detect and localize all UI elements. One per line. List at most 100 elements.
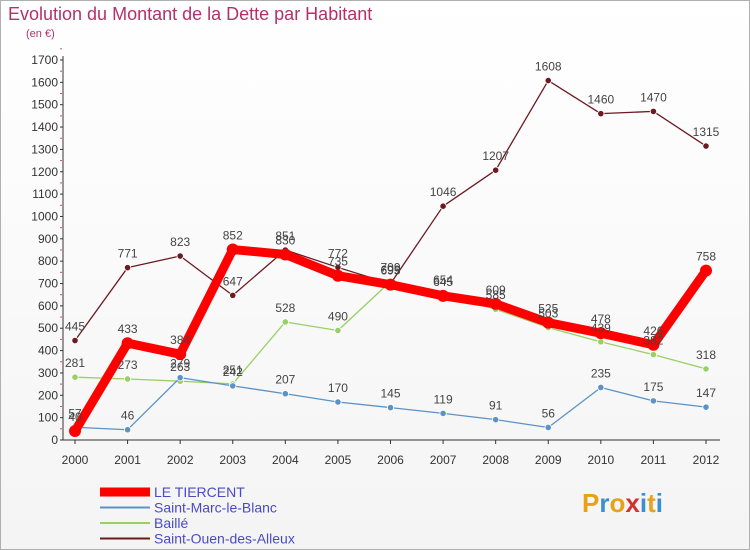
data-point: [123, 375, 132, 383]
y-tick-label: 700: [38, 277, 58, 291]
data-point: [702, 142, 710, 150]
data-point: [649, 351, 658, 359]
data-label: 528: [275, 301, 295, 315]
data-label: 273: [118, 358, 138, 372]
data-point: [123, 264, 132, 272]
logo-letter: t: [647, 488, 656, 518]
data-point: [594, 327, 607, 340]
data-point: [229, 382, 237, 390]
y-tick-label: 400: [38, 344, 58, 358]
data-point: [69, 425, 81, 438]
data-point: [700, 264, 712, 277]
y-tick-label: 500: [38, 321, 58, 335]
data-point: [281, 390, 289, 398]
data-point: [649, 397, 658, 405]
data-point: [281, 318, 289, 326]
legend-label: LE TIERCENT: [154, 484, 245, 500]
data-point: [121, 337, 134, 350]
series-line: [74, 79, 707, 342]
data-label: 699: [380, 263, 400, 277]
data-label: 263: [170, 360, 190, 374]
legend-label: Saint-Marc-le-Blanc: [154, 500, 277, 516]
data-label: 57: [68, 406, 82, 420]
data-label: 235: [591, 366, 611, 380]
data-point: [492, 166, 500, 174]
data-label: 830: [275, 233, 295, 247]
data-point: [334, 326, 342, 335]
data-point: [71, 373, 79, 381]
logo-letter: P: [582, 488, 600, 518]
logo-letter: i: [639, 488, 648, 518]
legend-label: Baillé: [154, 515, 188, 531]
data-label: 119: [434, 392, 453, 406]
data-label: 771: [118, 247, 138, 261]
data-label: 1046: [430, 185, 457, 199]
data-label: 382: [643, 334, 663, 348]
data-point: [229, 291, 237, 299]
data-point: [597, 383, 605, 392]
data-label: 645: [433, 275, 453, 289]
series-line: [74, 376, 707, 431]
data-label: 709: [380, 261, 400, 275]
x-tick-label: 2012: [693, 453, 720, 467]
y-tick-label: 200: [38, 388, 58, 402]
data-label: 478: [591, 312, 611, 326]
proxiti-logo: Proxiti: [582, 488, 663, 519]
data-point: [702, 365, 710, 373]
data-label: 585: [486, 288, 506, 302]
logo-letter: x: [625, 488, 640, 518]
data-point: [492, 416, 500, 424]
data-point: [384, 278, 397, 291]
data-label: 823: [170, 235, 190, 249]
data-point: [542, 316, 555, 329]
y-tick-label: 1700: [31, 53, 58, 67]
data-label: 56: [542, 406, 556, 420]
x-tick-label: 2008: [482, 453, 509, 467]
x-tick-label: 2002: [167, 453, 194, 467]
data-label: 851: [275, 229, 295, 243]
x-tick-label: 2007: [430, 453, 457, 467]
data-label: 735: [328, 255, 348, 269]
y-tick-label: 800: [38, 254, 58, 268]
data-point: [597, 338, 605, 346]
data-point: [174, 348, 187, 361]
data-label: 318: [696, 348, 716, 362]
data-point: [647, 338, 660, 351]
data-label: 525: [538, 302, 558, 316]
y-tick-label: 0: [51, 433, 58, 447]
data-label: 433: [118, 322, 138, 336]
data-label: 695: [380, 264, 400, 278]
x-tick-label: 2001: [114, 453, 141, 467]
x-tick-label: 2011: [641, 453, 667, 467]
data-label: 40: [68, 410, 82, 424]
data-label: 439: [591, 321, 611, 335]
data-label: 490: [328, 309, 348, 323]
logo-letter: r: [599, 488, 610, 518]
data-label: 1608: [535, 60, 562, 74]
data-label: 426: [643, 324, 663, 338]
data-point: [279, 248, 292, 261]
data-label: 1315: [693, 125, 720, 139]
data-point: [489, 297, 502, 310]
legend: LE TIERCENTSaint-Marc-le-BlancBailléSain…: [100, 484, 295, 547]
data-label: 1470: [640, 90, 667, 104]
y-tick-label: 900: [38, 232, 58, 246]
y-tick-label: 1300: [31, 142, 58, 156]
data-point: [226, 243, 239, 256]
data-label: 147: [696, 386, 716, 400]
data-label: 207: [275, 373, 295, 387]
data-label: 175: [643, 380, 663, 394]
chart-unit: (en €): [26, 28, 55, 40]
data-label: 609: [486, 283, 506, 297]
data-label: 772: [328, 246, 348, 260]
data-point: [176, 252, 184, 260]
chart-title: Evolution du Montant de la Dette par Hab…: [8, 4, 373, 24]
data-label: 91: [489, 399, 503, 413]
y-tick-label: 1400: [31, 120, 58, 134]
data-point: [176, 374, 184, 382]
x-tick-label: 2000: [62, 453, 89, 467]
series-lines: [69, 76, 712, 438]
y-tick-label: 600: [38, 299, 58, 313]
